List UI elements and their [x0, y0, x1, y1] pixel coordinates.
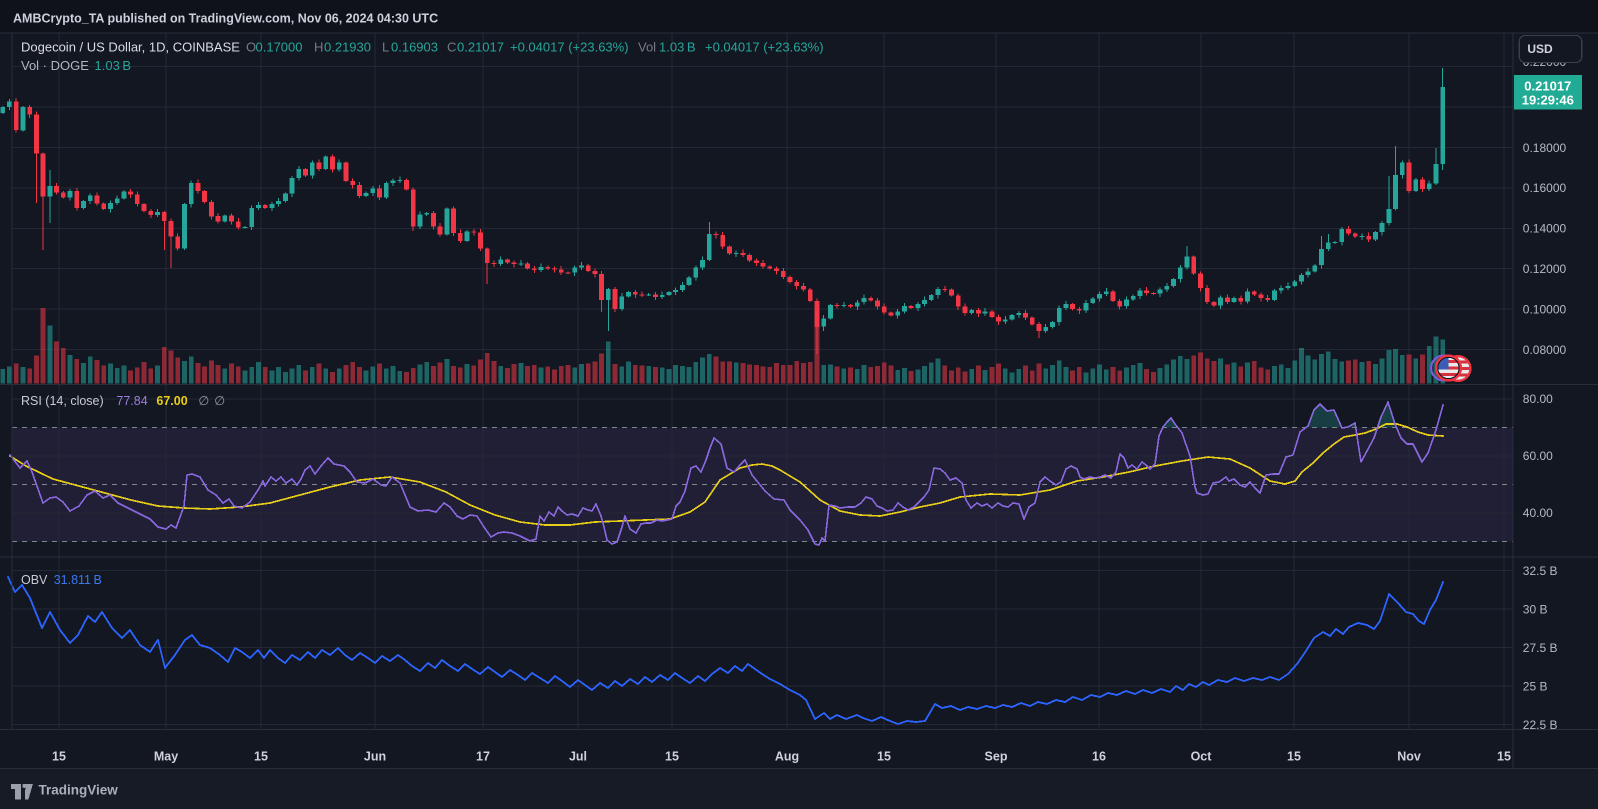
- svg-text:OBV: OBV: [21, 573, 48, 587]
- svg-text:15: 15: [1497, 750, 1511, 764]
- svg-text:Vol: Vol: [638, 40, 656, 55]
- svg-text:O: O: [246, 40, 256, 55]
- svg-text:∅: ∅: [214, 394, 225, 408]
- svg-text:Dogecoin / US Dollar, 1D, COIN: Dogecoin / US Dollar, 1D, COINBASE: [21, 40, 240, 55]
- svg-text:30 B: 30 B: [1523, 602, 1548, 616]
- svg-text:80.00: 80.00: [1523, 392, 1553, 406]
- svg-text:0.17000: 0.17000: [256, 40, 303, 55]
- svg-text:H: H: [314, 40, 323, 55]
- svg-text:+0.04017 (+23.63%): +0.04017 (+23.63%): [705, 40, 824, 55]
- svg-text:17: 17: [476, 750, 490, 764]
- svg-text:15: 15: [52, 750, 66, 764]
- svg-text:USD: USD: [1527, 42, 1553, 56]
- svg-text:Sep: Sep: [985, 750, 1008, 764]
- svg-text:0.10000: 0.10000: [1523, 302, 1567, 316]
- svg-text:77.84: 77.84: [116, 394, 147, 408]
- svg-text:0.08000: 0.08000: [1523, 343, 1567, 357]
- svg-text:May: May: [154, 750, 178, 764]
- svg-text:1.03 B: 1.03 B: [659, 40, 696, 55]
- svg-text:AMBCrypto_TA published on Trad: AMBCrypto_TA published on TradingView.co…: [13, 12, 438, 26]
- svg-text:25 B: 25 B: [1523, 679, 1548, 693]
- svg-text:C: C: [447, 40, 456, 55]
- svg-text:RSI (14, close): RSI (14, close): [21, 394, 104, 408]
- svg-text:0.21017: 0.21017: [1524, 78, 1571, 93]
- svg-text:27.5 B: 27.5 B: [1523, 641, 1558, 655]
- svg-text:22.5 B: 22.5 B: [1523, 718, 1558, 732]
- svg-text:0.21017: 0.21017: [457, 40, 504, 55]
- svg-text:∅: ∅: [198, 394, 209, 408]
- svg-text:40.00: 40.00: [1523, 506, 1553, 520]
- svg-text:67.00: 67.00: [156, 394, 187, 408]
- svg-text:32.5 B: 32.5 B: [1523, 564, 1558, 578]
- svg-text:16: 16: [1092, 750, 1106, 764]
- svg-text:15: 15: [1287, 750, 1301, 764]
- svg-text:0.16000: 0.16000: [1523, 181, 1567, 195]
- svg-text:15: 15: [254, 750, 268, 764]
- svg-text:+0.04017 (+23.63%): +0.04017 (+23.63%): [510, 40, 629, 55]
- svg-text:1.03 B: 1.03 B: [95, 58, 132, 73]
- svg-text:60.00: 60.00: [1523, 449, 1553, 463]
- svg-text:31.811 B: 31.811 B: [54, 573, 102, 587]
- svg-text:0.21930: 0.21930: [324, 40, 371, 55]
- svg-text:0.16903: 0.16903: [391, 40, 438, 55]
- svg-text:0.12000: 0.12000: [1523, 262, 1567, 276]
- svg-text:TradingView: TradingView: [39, 783, 119, 798]
- svg-text:Oct: Oct: [1191, 750, 1213, 764]
- svg-text:Jul: Jul: [569, 750, 587, 764]
- svg-text:15: 15: [877, 750, 891, 764]
- svg-text:19:29:46: 19:29:46: [1522, 93, 1574, 108]
- svg-text:0.18000: 0.18000: [1523, 141, 1567, 155]
- svg-text:0.14000: 0.14000: [1523, 222, 1567, 236]
- svg-text:Jun: Jun: [364, 750, 386, 764]
- svg-text:L: L: [382, 40, 389, 55]
- svg-text:Vol · DOGE: Vol · DOGE: [21, 58, 89, 73]
- svg-text:Nov: Nov: [1397, 750, 1421, 764]
- svg-text:Aug: Aug: [775, 750, 799, 764]
- svg-text:15: 15: [665, 750, 679, 764]
